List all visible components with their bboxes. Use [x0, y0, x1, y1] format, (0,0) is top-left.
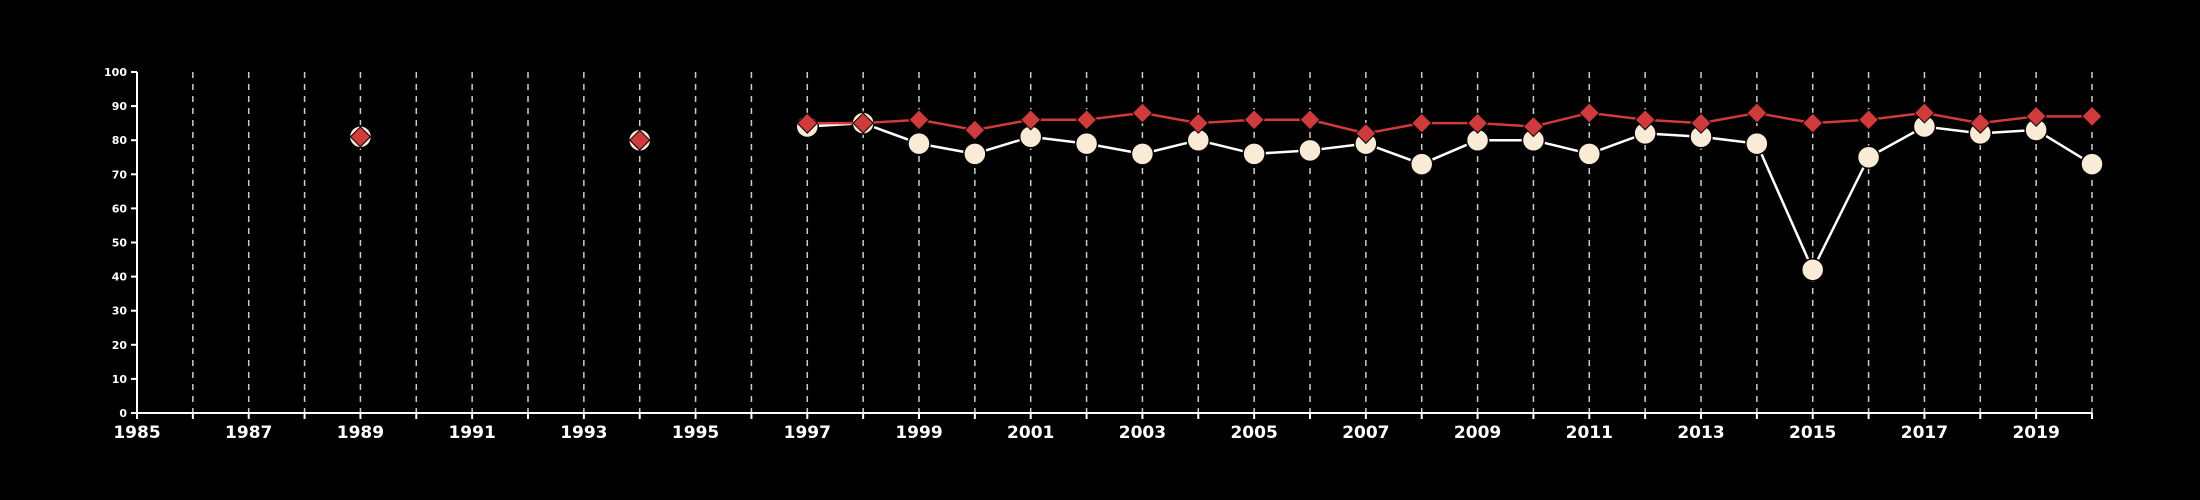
- series-2-segment: [974, 118, 1031, 132]
- circle-point-2011: [1577, 142, 1602, 166]
- diamond-point-2011: [1578, 102, 1600, 124]
- diamond-point-2015: [1802, 112, 1824, 134]
- x-tick-label: 2019: [2012, 423, 2059, 443]
- series-1: [348, 111, 2104, 282]
- circle-point-2003: [1130, 142, 1155, 166]
- x-tick-label: 1995: [672, 423, 719, 443]
- series-1-segment: [1755, 143, 1814, 271]
- diamond-point-2016: [1857, 109, 1880, 131]
- diamond-point-2001: [1020, 109, 1042, 131]
- diamond-point-2002: [1075, 109, 1098, 131]
- data-series: [348, 102, 2104, 282]
- diamond-point-2020: [2081, 105, 2103, 128]
- circle-point-2005: [1242, 142, 1266, 166]
- x-tick-label: 2015: [1789, 423, 1836, 443]
- x-tick-label: 1997: [784, 423, 831, 443]
- circle-point-2002: [1074, 131, 1099, 156]
- diamond-point-1994: [629, 129, 651, 151]
- x-tick-label: 1989: [337, 423, 384, 443]
- y-tick-label: 80: [112, 134, 128, 147]
- diamond-point-1997: [796, 112, 818, 134]
- series-1-segment: [1811, 156, 1870, 271]
- circle-point-1999: [907, 131, 931, 156]
- x-tick-label: 2005: [1230, 423, 1277, 443]
- circle-point-2016: [1856, 145, 1881, 169]
- grid-lines: [192, 72, 2093, 413]
- x-tick-label: 1993: [560, 423, 607, 443]
- y-tick-label: 30: [112, 305, 128, 318]
- series-2-segment: [1700, 111, 1758, 125]
- x-tick-label: 1987: [225, 423, 272, 443]
- diamond-point-2003: [1131, 102, 1154, 124]
- x-tick-label: 2017: [1901, 423, 1948, 443]
- x-tick-label: 1999: [895, 423, 942, 443]
- diamond-point-2009: [1466, 112, 1489, 134]
- x-tick-label: 1991: [448, 423, 495, 443]
- y-tick-label: 20: [112, 339, 128, 352]
- y-tick-label: 40: [112, 271, 128, 284]
- diamond-point-2004: [1187, 112, 1209, 134]
- circle-point-2006: [1298, 138, 1322, 163]
- diamond-point-2013: [1690, 112, 1712, 134]
- y-tick-label: 0: [119, 407, 127, 420]
- y-tick-label: 50: [112, 237, 128, 250]
- diamond-point-2019: [2025, 105, 2047, 128]
- series-2-segment: [1142, 111, 1199, 125]
- diamond-point-1989: [349, 126, 372, 148]
- diamond-point-2000: [964, 119, 986, 141]
- diamond-point-2014: [1746, 102, 1768, 124]
- y-tick-label: 60: [112, 202, 128, 215]
- x-tick-label: 1985: [113, 423, 160, 443]
- diamond-point-2006: [1299, 109, 1321, 131]
- diamond-point-1999: [908, 109, 930, 131]
- x-tick-label: 2013: [1677, 423, 1724, 443]
- x-tick-label: 2001: [1007, 423, 1054, 443]
- diamond-point-2010: [1522, 115, 1545, 138]
- diamond-point-2017: [1913, 102, 1936, 124]
- circle-point-2000: [963, 142, 987, 166]
- circle-point-2020: [2080, 152, 2104, 176]
- diamond-point-2018: [1969, 112, 1991, 134]
- y-tick-label: 70: [112, 168, 128, 181]
- series-2: [349, 102, 2103, 151]
- series-2-segment: [1924, 111, 1981, 125]
- x-tick-label: 2003: [1119, 423, 1166, 443]
- circle-point-2015: [1800, 258, 1825, 282]
- x-tick-label: 2011: [1566, 423, 1613, 443]
- diamond-point-2008: [1411, 112, 1433, 134]
- circle-point-2008: [1409, 152, 1434, 176]
- series-2-segment: [1756, 111, 1813, 125]
- diamond-point-2012: [1634, 109, 1656, 131]
- y-tick-label: 100: [104, 66, 127, 79]
- x-tick-label: 2009: [1454, 423, 1501, 443]
- x-tick-label: 2007: [1342, 423, 1389, 443]
- series-2-segment: [918, 118, 976, 132]
- series-2-segment: [1365, 121, 1422, 135]
- y-tick-label: 10: [112, 373, 128, 386]
- series-2-segment: [1533, 111, 1590, 128]
- diamond-point-2007: [1355, 122, 1377, 145]
- diamond-point-2005: [1243, 109, 1265, 131]
- y-tick-label: 90: [112, 100, 128, 113]
- diamond-point-1998: [852, 112, 874, 134]
- series-2-segment: [1309, 118, 1367, 135]
- circle-point-2014: [1745, 131, 1769, 156]
- axes: 1985 1987 1989 1991 1993 1995 1997 1999 2001 2003…: [104, 66, 2093, 443]
